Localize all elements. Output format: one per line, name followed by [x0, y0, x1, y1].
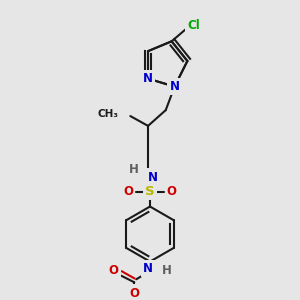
Text: O: O [123, 185, 134, 198]
Text: O: O [109, 264, 118, 277]
Text: O: O [167, 185, 177, 198]
Text: Cl: Cl [187, 19, 200, 32]
Text: N: N [148, 170, 158, 184]
Text: N: N [143, 72, 153, 85]
Text: O: O [129, 286, 139, 300]
Text: S: S [145, 185, 155, 198]
Text: H: H [162, 264, 172, 277]
Text: H: H [129, 163, 139, 176]
Text: CH₃: CH₃ [98, 109, 118, 119]
Text: N: N [143, 262, 153, 275]
Text: N: N [169, 80, 180, 93]
